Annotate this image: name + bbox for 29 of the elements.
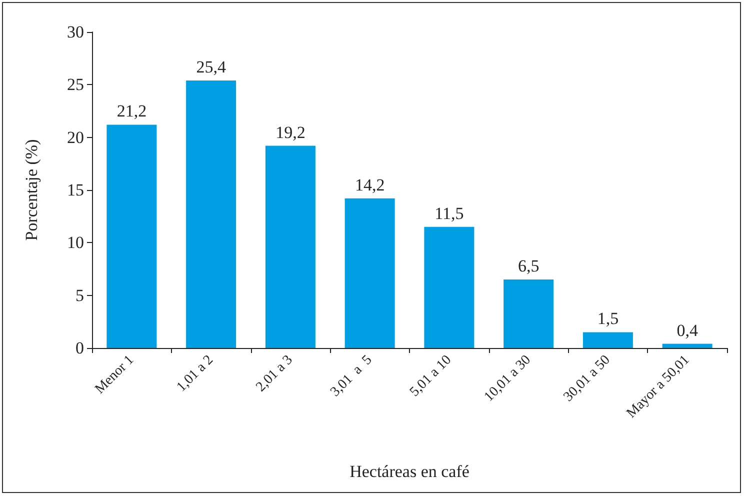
x-axis-title: Hectáreas en café: [350, 462, 470, 481]
x-tick-label: 5,01 a 10: [407, 352, 454, 400]
bar: [344, 198, 395, 348]
y-tick-label: 15: [67, 180, 84, 200]
bar: [106, 124, 157, 348]
bar: [504, 280, 554, 348]
y-tick-label: 0: [76, 338, 84, 358]
data-label: 11,5: [434, 204, 464, 223]
bar: [424, 226, 474, 348]
bar: [582, 332, 633, 348]
data-label: 6,5: [518, 256, 540, 276]
data-label: 19,2: [276, 122, 306, 142]
bar: [662, 344, 712, 348]
x-tick-label: 3,01 a 5: [328, 352, 376, 400]
x-tick-label: 2,01 a 3: [254, 352, 296, 395]
data-label: 1,5: [597, 309, 619, 328]
y-tick-label: 25: [67, 75, 84, 94]
bar: [186, 80, 236, 348]
y-tick-label: 10: [67, 233, 84, 252]
data-label: 25,4: [196, 57, 226, 76]
bar: [265, 146, 316, 348]
data-label: 14,2: [354, 175, 385, 194]
data-label: 21,2: [116, 102, 147, 121]
x-tick-label: 1,01 a 2: [174, 352, 216, 395]
y-tick-label: 30: [67, 22, 84, 42]
y-tick-label: 20: [67, 128, 84, 147]
y-axis-title: Porcentaje (%): [22, 139, 41, 241]
y-tick-label: 5: [76, 286, 84, 305]
data-label: 0,4: [676, 320, 698, 340]
